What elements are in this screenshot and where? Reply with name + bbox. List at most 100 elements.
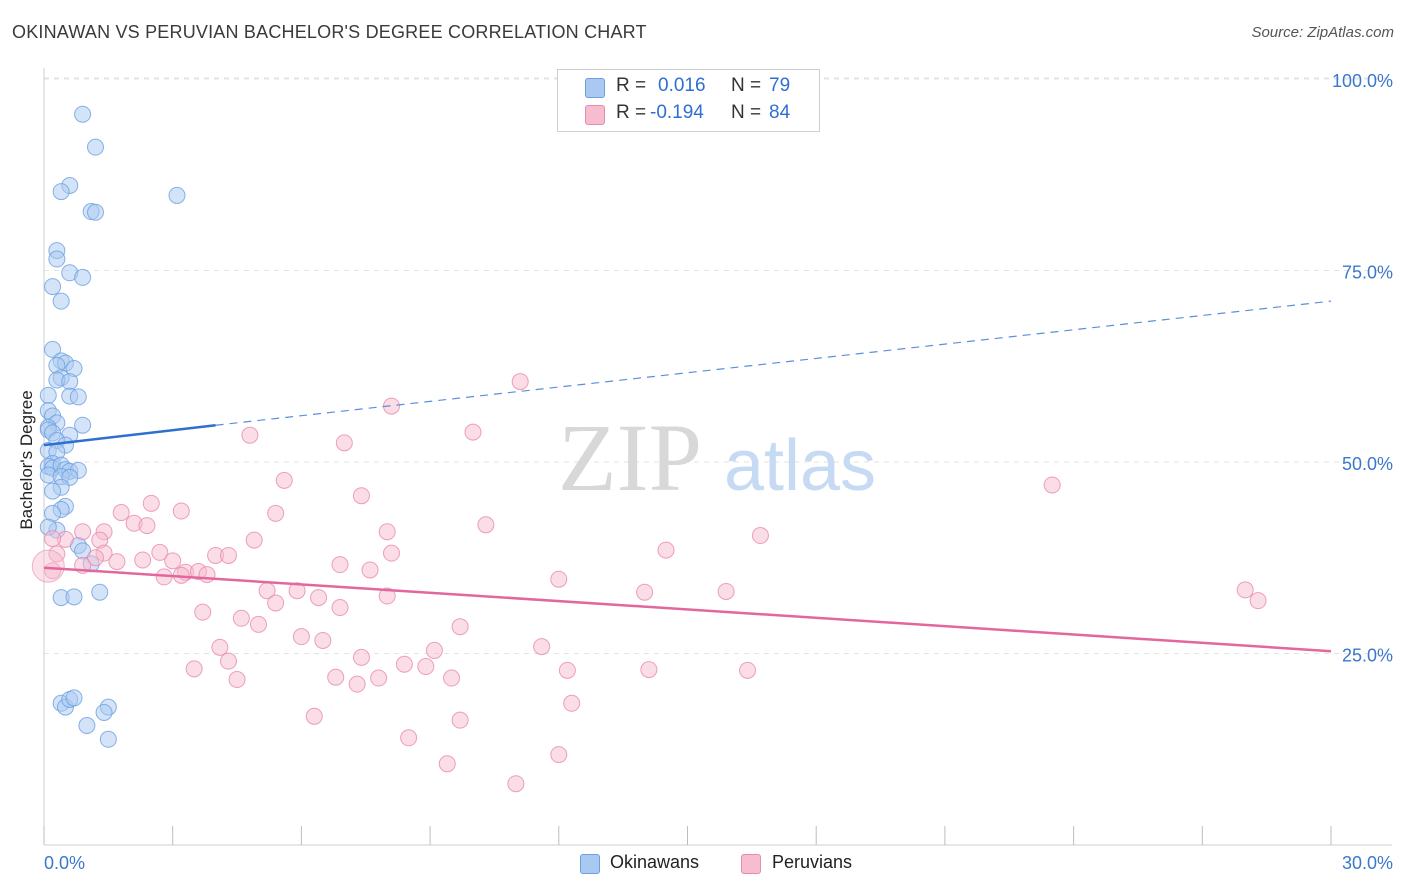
peruvians-point <box>640 661 658 679</box>
legend-n-label-2: N = <box>731 102 762 123</box>
peruvians-point <box>314 631 332 649</box>
watermark-atlas: atlas <box>724 426 876 506</box>
peruvians-point <box>250 615 267 633</box>
peruvians-point <box>1249 592 1267 610</box>
legend-swatch-okinawans <box>585 78 605 98</box>
peruvians-point <box>378 587 396 605</box>
peruvians-point <box>232 609 250 627</box>
okinawans-point <box>44 340 62 358</box>
peruvians-point <box>477 516 495 534</box>
legend-r-label-1: R = <box>616 75 647 96</box>
peruvians-point <box>425 641 443 659</box>
okinawans-point <box>52 183 70 201</box>
peruvians-point <box>228 671 246 689</box>
axes <box>43 68 1392 846</box>
trend-lines <box>43 300 1332 653</box>
peruvians-point <box>86 549 104 567</box>
legend-n-value-2: 84 <box>769 102 791 123</box>
okinawans-point <box>48 250 66 268</box>
y-tick-label: 100.0% <box>1332 71 1393 91</box>
peruvians-point <box>185 660 203 678</box>
bottom-legend-swatch-okinawans <box>580 854 600 874</box>
okinawans-point <box>74 105 92 123</box>
peruvians-point <box>310 589 328 607</box>
legend-n-value-1: 79 <box>769 75 791 96</box>
peruvians-point <box>194 603 212 621</box>
peruvians-point <box>417 658 435 676</box>
okinawans-point <box>65 689 83 707</box>
legend-n-label-1: N = <box>731 75 762 96</box>
peruvians-point <box>382 544 400 562</box>
peruvians-point <box>138 517 156 535</box>
peruvians-point <box>292 628 310 646</box>
legend-r-label-2: R = <box>616 102 647 123</box>
tick-labels: 25.0% 50.0% 75.0% 100.0% 0.0% 30.0% <box>44 71 1393 873</box>
peruvians-point <box>245 531 263 549</box>
peruvians-point <box>134 551 152 569</box>
peruvians-point <box>352 487 370 505</box>
peruvians-point <box>507 775 525 793</box>
peruvians-point <box>44 530 62 548</box>
peruvians-point <box>443 669 461 687</box>
peruvians-point <box>550 746 568 764</box>
peruvians-point <box>112 504 130 522</box>
peruvians-point <box>348 675 366 693</box>
okinawans-point <box>44 482 62 500</box>
peruvians-point <box>438 755 456 773</box>
okinawans-point <box>39 386 57 404</box>
peruvians-point <box>378 523 396 541</box>
y-tick-label: 50.0% <box>1342 454 1393 474</box>
okinawans-point <box>99 730 117 748</box>
okinawans-point <box>91 583 109 601</box>
peruvians-point <box>305 707 323 725</box>
okinawans-point <box>86 203 104 221</box>
chart-title: OKINAWAN VS PERUVIAN BACHELOR'S DEGREE C… <box>12 22 647 42</box>
peruvians-point <box>267 594 285 612</box>
peruvians-point <box>275 471 293 489</box>
peruvians-point <box>219 546 237 564</box>
peruvians-trend-line <box>43 566 1332 653</box>
legend-swatch-peruvians <box>585 105 605 125</box>
data-points <box>31 105 1267 793</box>
peruvians-point <box>198 566 216 584</box>
bottom-legend-peruvians: Peruvians <box>772 852 853 872</box>
peruvians-point <box>451 618 469 636</box>
peruvians-point <box>361 561 379 579</box>
peruvians-point <box>451 711 469 729</box>
grid <box>44 77 1392 654</box>
peruvians-point <box>533 638 551 656</box>
peruvians-point <box>331 599 349 617</box>
okinawans-point <box>74 268 92 286</box>
okinawans-point <box>95 703 113 721</box>
bottom-legend-swatch-peruvians <box>741 854 761 874</box>
peruvians-point <box>550 570 568 588</box>
peruvians-point <box>108 553 126 571</box>
okinawans-point <box>74 416 92 434</box>
peruvians-point <box>511 373 529 391</box>
peruvians-point <box>395 655 413 673</box>
peruvians-point <box>335 434 353 452</box>
peruvians-point <box>151 543 169 561</box>
peruvians-point <box>164 552 182 570</box>
peruvians-point <box>1236 581 1254 599</box>
y-tick-label: 75.0% <box>1342 263 1393 283</box>
okinawans-trend-extension <box>215 300 1332 426</box>
okinawans-point <box>86 138 104 156</box>
peruvians-point <box>331 556 349 574</box>
peruvians-point <box>288 582 306 600</box>
legend-r-value-2: -0.194 <box>650 102 704 123</box>
watermark: ZIP atlas <box>558 404 876 511</box>
okinawans-point <box>61 373 79 391</box>
okinawans-point <box>44 278 62 296</box>
peruvians-point <box>751 527 769 545</box>
peruvians-point <box>563 694 581 712</box>
peruvians-point <box>717 582 735 600</box>
peruvians-point <box>558 661 576 679</box>
okinawans-trend-line <box>43 423 216 447</box>
peruvians-point <box>142 494 160 512</box>
peruvians-point <box>464 423 482 441</box>
x-tick-label: 0.0% <box>44 853 85 873</box>
peruvians-point <box>1043 476 1061 494</box>
peruvians-point <box>219 652 237 670</box>
